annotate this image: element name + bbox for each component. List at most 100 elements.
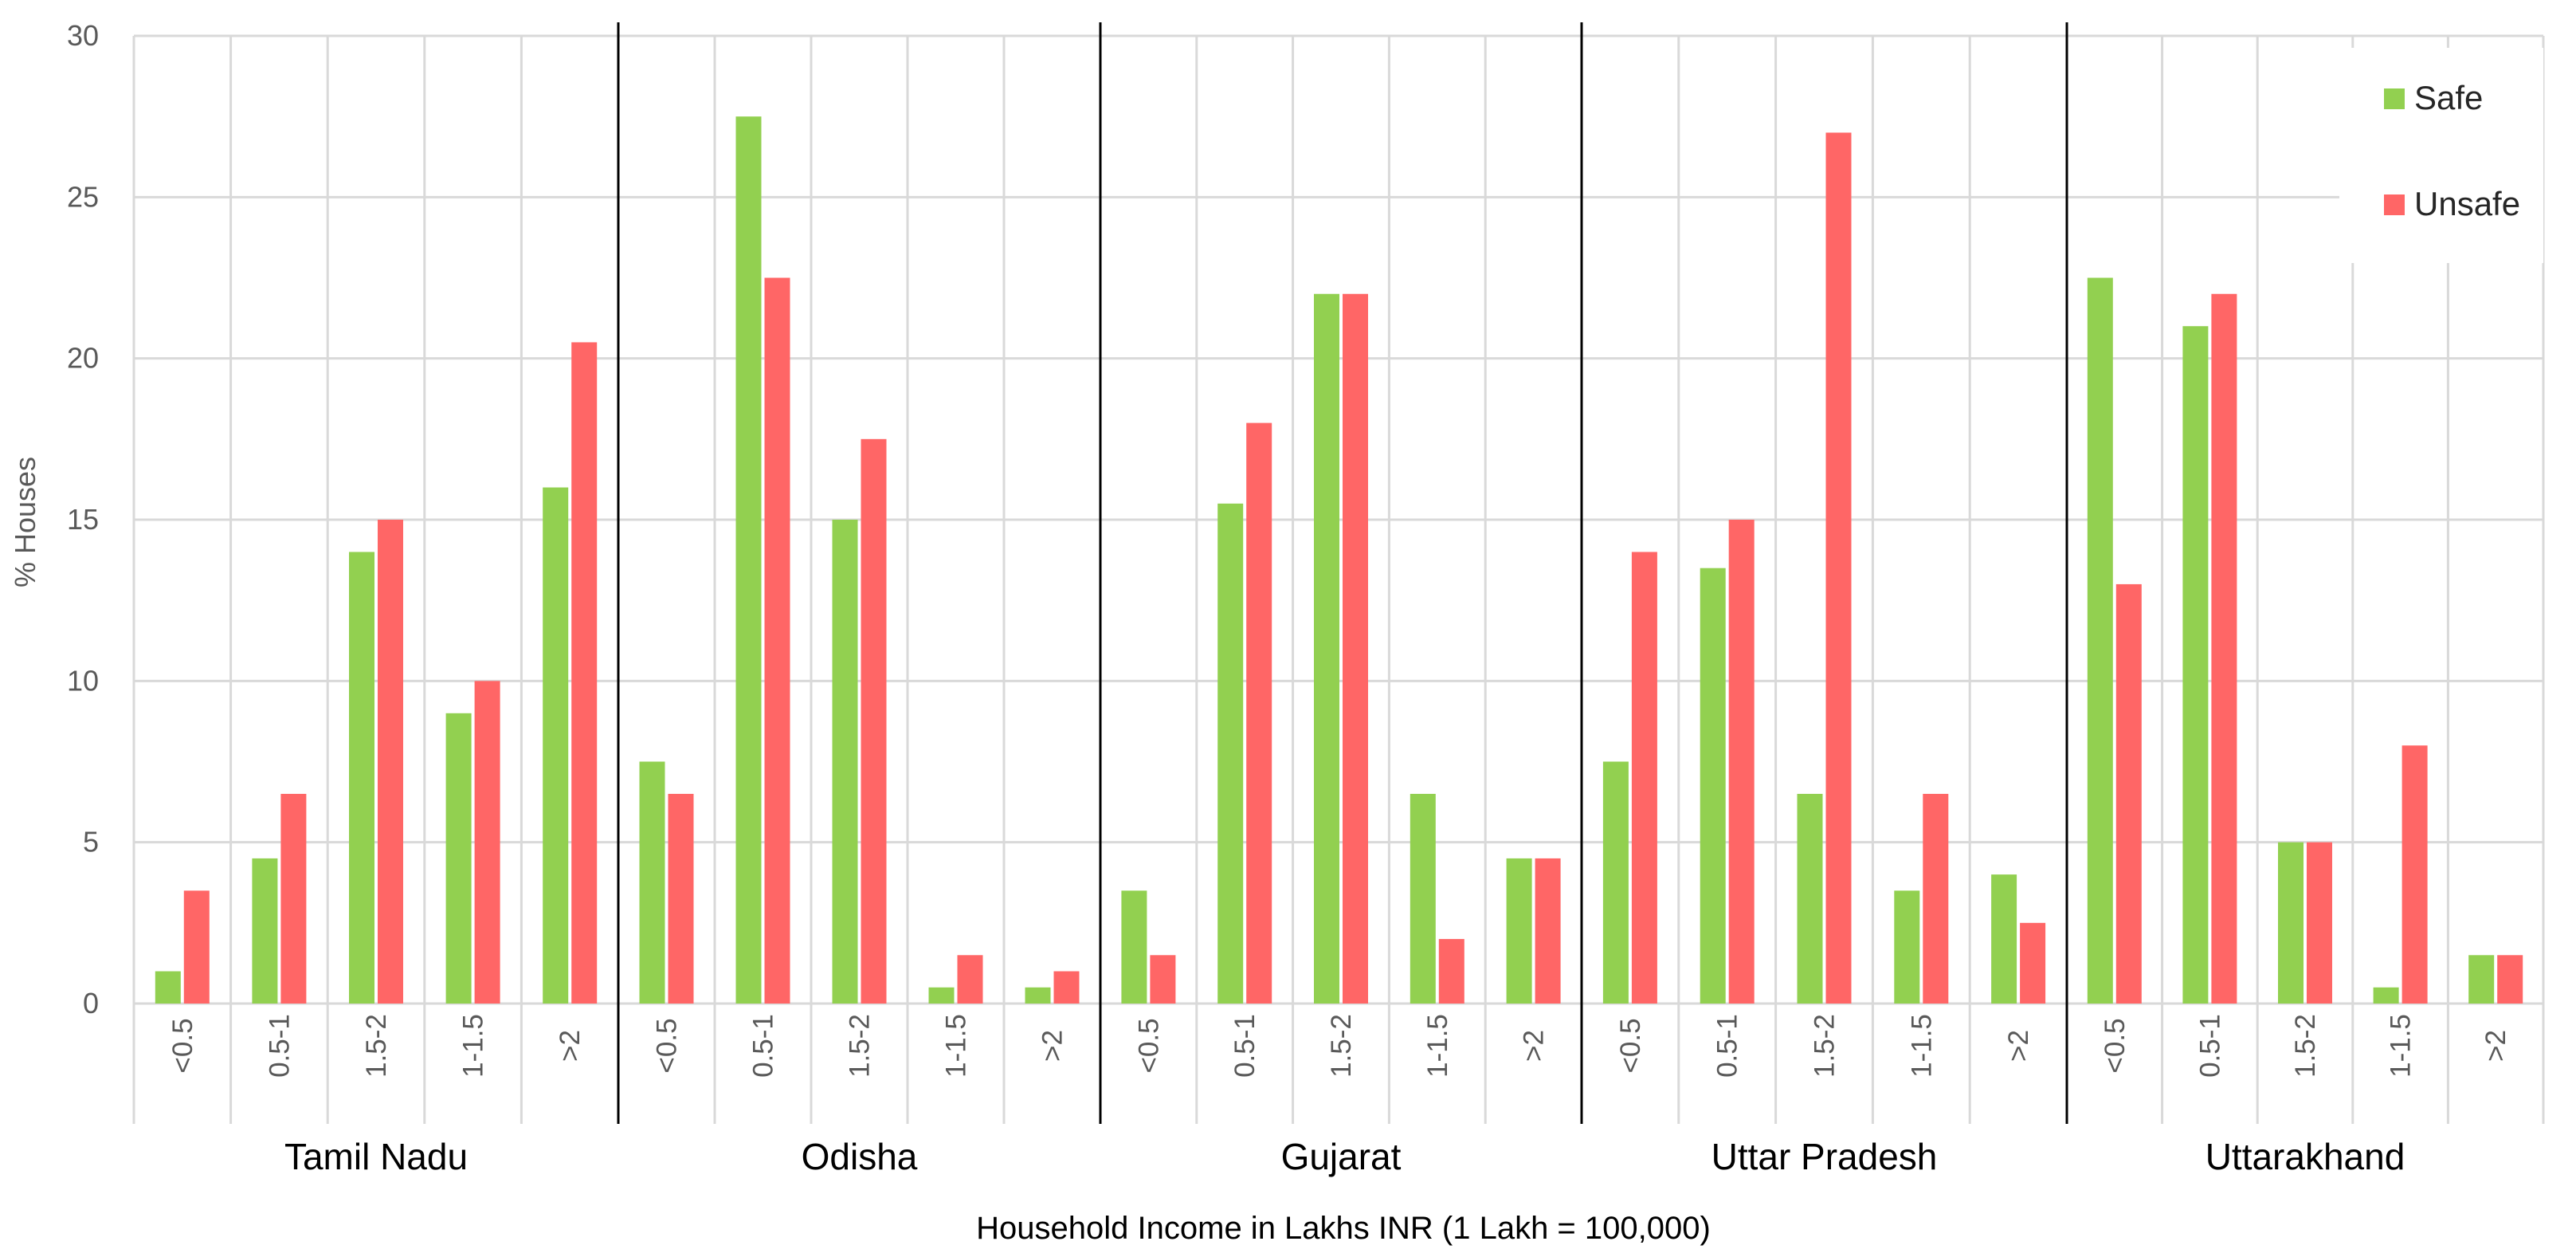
bar-tamil-nadu-unsafe-2 xyxy=(378,520,403,1004)
bar-tamil-nadu-unsafe-3 xyxy=(474,681,500,1004)
group-separator-layer xyxy=(617,22,2068,1124)
legend: Safe Unsafe xyxy=(2339,48,2543,263)
x-tick-label: 1.5-2 xyxy=(2290,1014,2321,1078)
x-tick-label: 0.5-1 xyxy=(1712,1014,1743,1078)
bar-uttarakhand-safe-3 xyxy=(2373,987,2399,1004)
legend-swatch-safe xyxy=(2384,88,2405,109)
bar-uttar-pradesh-safe-4 xyxy=(1991,874,2017,1004)
bar-tamil-nadu-safe-2 xyxy=(349,552,374,1004)
x-tick-label: 1.5-2 xyxy=(1326,1014,1357,1078)
y-tick-label-25: 25 xyxy=(67,180,99,213)
group-label-uttar-pradesh: Uttar Pradesh xyxy=(1711,1136,1938,1177)
group-label-odisha: Odisha xyxy=(802,1136,918,1177)
x-tick-label: 1.5-2 xyxy=(1809,1014,1841,1078)
bar-odisha-safe-0 xyxy=(639,761,665,1004)
y-tick-label-20: 20 xyxy=(67,342,99,375)
group-label-gujarat: Gujarat xyxy=(1281,1136,1402,1177)
bar-uttarakhand-safe-4 xyxy=(2468,955,2495,1004)
bar-gujarat-unsafe-3 xyxy=(1438,939,1464,1004)
bar-odisha-unsafe-3 xyxy=(957,955,983,1004)
bar-gujarat-safe-2 xyxy=(1314,293,1339,1004)
x-tick-label: <0.5 xyxy=(1133,1018,1164,1073)
x-tick-label: <0.5 xyxy=(2100,1018,2131,1073)
bar-uttar-pradesh-safe-3 xyxy=(1894,890,1920,1004)
x-tick-label: 1-1.5 xyxy=(1422,1014,1453,1078)
x-tick-label: >2 xyxy=(555,1030,586,1062)
bar-tamil-nadu-safe-3 xyxy=(445,713,472,1004)
x-tick-label: >2 xyxy=(2003,1030,2034,1062)
group-label-tamil-nadu: Tamil Nadu xyxy=(284,1136,468,1177)
bar-tamil-nadu-unsafe-1 xyxy=(280,793,307,1004)
y-tick-label-0: 0 xyxy=(83,987,99,1019)
x-tick-label: >2 xyxy=(1037,1030,1068,1062)
x-tick-label: 1-1.5 xyxy=(1906,1014,1937,1078)
y-tick-label-10: 10 xyxy=(67,664,99,697)
bar-tamil-nadu-safe-1 xyxy=(252,858,278,1004)
bar-gujarat-unsafe-1 xyxy=(1246,422,1272,1004)
bar-odisha-unsafe-1 xyxy=(764,277,790,1004)
legend-label-safe: Safe xyxy=(2414,79,2483,116)
bar-odisha-safe-3 xyxy=(928,987,955,1004)
x-tick-label: <0.5 xyxy=(1615,1018,1646,1073)
bar-uttarakhand-unsafe-4 xyxy=(2497,955,2523,1004)
bar-uttar-pradesh-unsafe-3 xyxy=(1923,793,1949,1004)
legend-swatch-unsafe xyxy=(2384,194,2405,215)
bar-gujarat-safe-4 xyxy=(1506,858,1532,1004)
bar-uttarakhand-unsafe-1 xyxy=(2211,293,2237,1004)
bar-uttar-pradesh-unsafe-1 xyxy=(1728,520,1755,1004)
x-tick-label: <0.5 xyxy=(652,1018,683,1073)
x-tick-label: 1-1.5 xyxy=(2386,1014,2417,1078)
bar-uttar-pradesh-unsafe-0 xyxy=(1631,552,1657,1004)
bar-odisha-safe-1 xyxy=(735,116,762,1004)
x-tick-label: 0.5-1 xyxy=(2194,1014,2225,1078)
x-tick-label: <0.5 xyxy=(167,1018,198,1073)
bar-gujarat-safe-1 xyxy=(1217,503,1244,1004)
bar-tamil-nadu-safe-4 xyxy=(543,487,569,1004)
bar-gujarat-unsafe-0 xyxy=(1150,955,1176,1004)
bar-uttarakhand-safe-2 xyxy=(2278,842,2304,1004)
legend-label-unsafe: Unsafe xyxy=(2414,185,2520,222)
x-tick-label: 0.5-1 xyxy=(1229,1014,1261,1078)
y-tick-label-15: 15 xyxy=(67,503,99,536)
bar-uttar-pradesh-safe-1 xyxy=(1700,568,1726,1004)
x-tick-label: 1.5-2 xyxy=(361,1014,392,1078)
bar-uttarakhand-unsafe-0 xyxy=(2115,583,2142,1004)
x-tick-label: 0.5-1 xyxy=(264,1014,295,1078)
y-axis-title: % Houses xyxy=(9,457,41,587)
bar-uttarakhand-safe-0 xyxy=(2087,277,2113,1004)
bar-tamil-nadu-unsafe-0 xyxy=(183,890,210,1004)
y-tick-labels: 0 5 10 15 20 25 30 xyxy=(67,19,99,1019)
bar-tamil-nadu-safe-0 xyxy=(155,971,181,1004)
bar-uttar-pradesh-unsafe-2 xyxy=(1825,132,1852,1004)
x-tick-label: 1-1.5 xyxy=(458,1014,489,1078)
x-tick-labels: <0.5 0.5-1 1.5-2 1-1.5 >2 <0.5 0.5-1 1.5-2 1-1.5… xyxy=(167,1014,2511,1078)
group-label-uttarakhand: Uttarakhand xyxy=(2205,1136,2405,1177)
bar-odisha-unsafe-4 xyxy=(1053,971,1080,1004)
legend-background xyxy=(2339,48,2543,263)
bar-layer xyxy=(155,116,2523,1004)
grid-layer xyxy=(132,34,2545,1124)
bar-uttarakhand-unsafe-2 xyxy=(2307,842,2332,1004)
y-tick-label-5: 5 xyxy=(83,826,99,858)
group-labels: Tamil Nadu Odisha Gujarat Uttar Pradesh Utta… xyxy=(284,1136,2405,1177)
bar-uttarakhand-safe-1 xyxy=(2182,326,2209,1004)
bar-odisha-safe-4 xyxy=(1025,987,1051,1004)
bar-gujarat-unsafe-4 xyxy=(1535,858,1561,1004)
x-axis-title: Household Income in Lakhs INR (1 Lakh = … xyxy=(976,1211,1711,1246)
x-tick-label: >2 xyxy=(2480,1030,2511,1062)
bar-odisha-unsafe-2 xyxy=(861,438,887,1004)
bar-odisha-safe-2 xyxy=(832,520,858,1004)
bar-gujarat-unsafe-2 xyxy=(1343,293,1368,1004)
bar-gujarat-safe-3 xyxy=(1410,793,1436,1004)
bar-tamil-nadu-unsafe-4 xyxy=(571,342,598,1004)
bar-uttar-pradesh-safe-0 xyxy=(1602,761,1629,1004)
bar-uttarakhand-unsafe-3 xyxy=(2402,745,2428,1004)
x-tick-label: 1-1.5 xyxy=(941,1014,972,1078)
bar-uttar-pradesh-safe-2 xyxy=(1797,793,1823,1004)
bar-gujarat-safe-0 xyxy=(1121,890,1147,1004)
x-tick-label: 1.5-2 xyxy=(845,1014,876,1078)
bar-uttar-pradesh-unsafe-4 xyxy=(2020,922,2046,1004)
x-tick-label: 0.5-1 xyxy=(748,1014,779,1078)
x-tick-label: >2 xyxy=(1519,1030,1550,1062)
